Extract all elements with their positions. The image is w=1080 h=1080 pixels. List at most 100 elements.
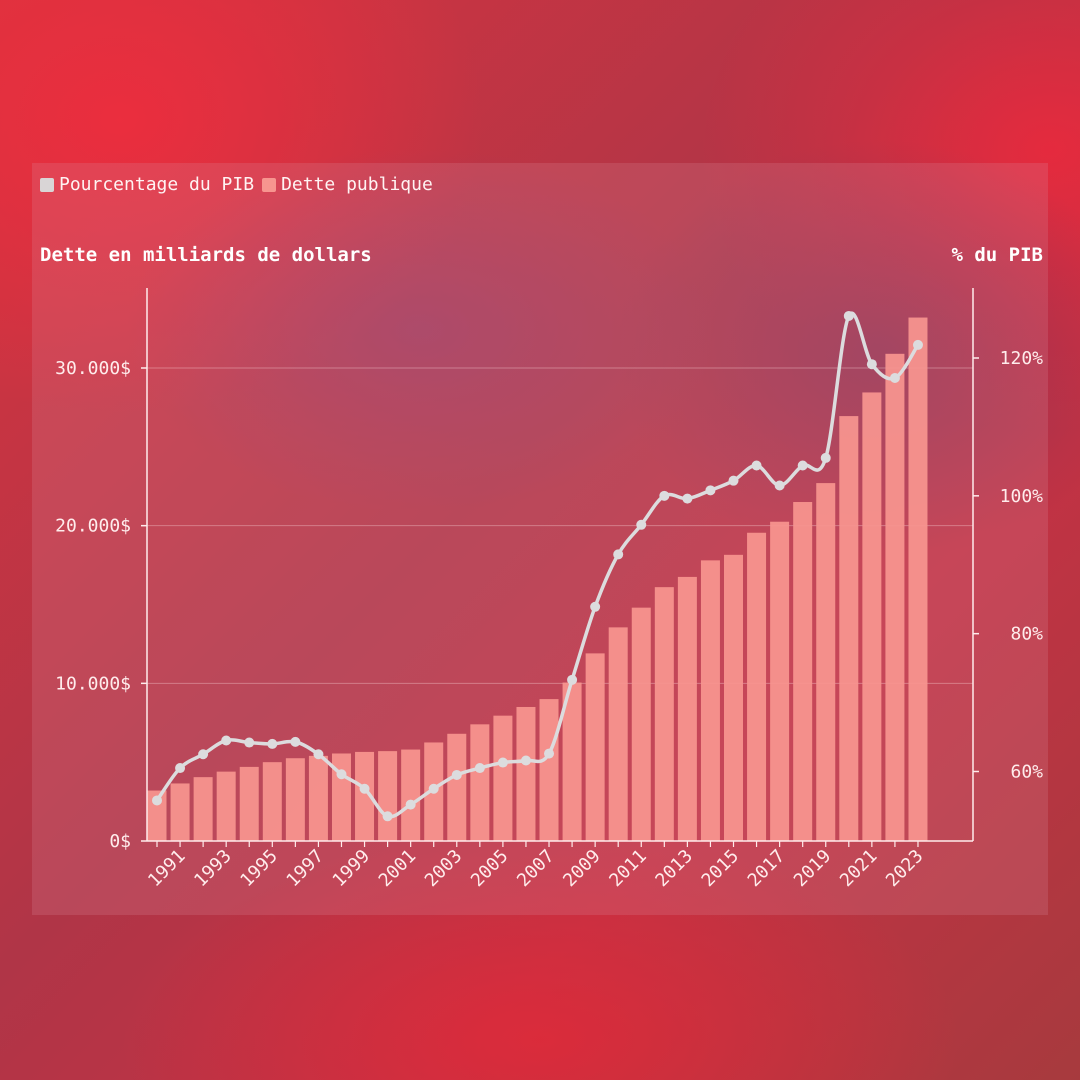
bar-2009 bbox=[585, 653, 605, 841]
bar-2000 bbox=[378, 751, 398, 841]
bar-2011 bbox=[631, 607, 651, 841]
bar-1995 bbox=[262, 762, 282, 841]
pct-pib-point-1999 bbox=[359, 783, 370, 794]
pct-pib-point-1994 bbox=[244, 737, 255, 748]
pct-pib-point-2014 bbox=[705, 485, 716, 496]
x-tick-label-2023: 2023 bbox=[882, 846, 928, 892]
pct-pib-point-1991 bbox=[175, 763, 186, 774]
y-left-axis-title: Dette en milliards de dollars bbox=[40, 244, 372, 266]
pct-pib-point-2009 bbox=[590, 601, 601, 612]
pct-pib-point-2017 bbox=[774, 480, 785, 491]
bar-2016 bbox=[747, 532, 767, 841]
x-tick-label-2015: 2015 bbox=[698, 846, 744, 892]
pct-pib-point-2006 bbox=[520, 755, 531, 766]
y-right-tick-label: 80% bbox=[1010, 624, 1043, 645]
bar-2007 bbox=[539, 699, 559, 841]
bar-2013 bbox=[677, 576, 697, 841]
pct-pib-point-2023 bbox=[912, 339, 923, 350]
y-right-tick-label: 100% bbox=[1000, 486, 1044, 507]
bar-2020 bbox=[839, 416, 859, 841]
bar-1991 bbox=[170, 783, 190, 841]
pct-pib-point-2008 bbox=[567, 674, 578, 685]
y-right-tick-label: 120% bbox=[1000, 348, 1044, 369]
bar-2001 bbox=[401, 749, 421, 841]
pct-pib-point-2018 bbox=[797, 460, 808, 471]
bar-1994 bbox=[239, 766, 259, 841]
x-tick-label-1997: 1997 bbox=[282, 846, 328, 892]
y-left-tick-label: 0$ bbox=[109, 831, 131, 852]
legend-swatch-line bbox=[40, 177, 54, 192]
y-right-tick-label: 60% bbox=[1010, 762, 1043, 783]
pct-pib-point-2020 bbox=[843, 310, 854, 321]
legend: Pourcentage du PIB Dette publique bbox=[40, 174, 441, 195]
bar-2014 bbox=[700, 560, 720, 841]
x-tick-label-2009: 2009 bbox=[559, 846, 605, 892]
pct-pib-point-1995 bbox=[267, 738, 278, 749]
bar-2003 bbox=[447, 733, 467, 841]
x-tick-label-1991: 1991 bbox=[144, 846, 190, 892]
pct-pib-point-2013 bbox=[682, 493, 693, 504]
pct-pib-point-2001 bbox=[405, 799, 416, 810]
pct-pib-point-2002 bbox=[428, 783, 439, 794]
y-left-tick-label: 20.000$ bbox=[55, 516, 131, 537]
pct-pib-point-1998 bbox=[336, 769, 347, 780]
bar-2021 bbox=[862, 392, 882, 841]
pct-pib-point-2022 bbox=[889, 372, 900, 383]
x-tick-label-1995: 1995 bbox=[236, 846, 282, 892]
legend-label: Dette publique bbox=[281, 174, 433, 195]
x-tick-label-1999: 1999 bbox=[329, 846, 375, 892]
x-tick-label-1993: 1993 bbox=[190, 846, 236, 892]
bar-2004 bbox=[470, 724, 490, 841]
bar-1997 bbox=[308, 755, 328, 841]
bar-2015 bbox=[724, 554, 743, 841]
y-left-tick-label: 30.000$ bbox=[55, 358, 131, 379]
pct-pib-point-2010 bbox=[613, 549, 624, 560]
bar-1992 bbox=[193, 777, 213, 841]
pct-pib-point-2003 bbox=[451, 769, 462, 780]
bar-1999 bbox=[355, 751, 375, 841]
x-tick-label-2021: 2021 bbox=[836, 846, 882, 892]
legend-item-pourcentage-pib[interactable]: Pourcentage du PIB bbox=[40, 174, 254, 195]
bar-2018 bbox=[793, 502, 813, 841]
bar-2022 bbox=[885, 353, 905, 841]
pct-pib-point-1992 bbox=[198, 749, 209, 760]
pct-pib-point-2011 bbox=[636, 519, 647, 530]
pct-pib-point-2015 bbox=[728, 475, 739, 486]
pct-pib-point-2012 bbox=[659, 490, 670, 501]
pct-pib-point-1996 bbox=[290, 736, 301, 747]
x-tick-label-2011: 2011 bbox=[605, 846, 651, 892]
bar-2023 bbox=[908, 317, 928, 842]
x-tick-label-2003: 2003 bbox=[421, 846, 467, 892]
bar-2010 bbox=[608, 627, 628, 841]
y-left-tick-label: 10.000$ bbox=[55, 673, 131, 694]
pct-pib-point-2019 bbox=[820, 452, 831, 463]
bar-1996 bbox=[285, 758, 305, 841]
bar-2008 bbox=[562, 682, 582, 841]
x-tick-label-2005: 2005 bbox=[467, 846, 513, 892]
legend-swatch-bar bbox=[262, 177, 277, 192]
pct-pib-point-2000 bbox=[382, 811, 393, 822]
pct-pib-point-2016 bbox=[751, 460, 762, 471]
x-tick-label-2019: 2019 bbox=[790, 846, 836, 892]
x-tick-label-2013: 2013 bbox=[651, 846, 697, 892]
x-tick-label-2007: 2007 bbox=[513, 846, 559, 892]
pct-pib-point-2021 bbox=[866, 359, 877, 370]
y-right-axis-title: % du PIB bbox=[951, 244, 1043, 266]
bar-2006 bbox=[516, 706, 536, 841]
legend-label: Pourcentage du PIB bbox=[59, 174, 255, 195]
bar-2012 bbox=[654, 587, 674, 841]
x-tick-label-2017: 2017 bbox=[744, 846, 790, 892]
bar-2017 bbox=[770, 521, 790, 841]
legend-item-dette-publique[interactable]: Dette publique bbox=[262, 174, 433, 195]
bar-2019 bbox=[816, 483, 836, 841]
pct-pib-point-2005 bbox=[497, 757, 508, 768]
bar-2005 bbox=[493, 715, 513, 841]
bar-1993 bbox=[216, 771, 236, 841]
pct-pib-point-2007 bbox=[544, 748, 555, 759]
bar-1990 bbox=[147, 790, 167, 841]
pct-pib-point-1990 bbox=[152, 795, 162, 806]
pct-pib-point-1993 bbox=[221, 735, 232, 746]
pct-pib-point-1997 bbox=[313, 749, 324, 760]
x-tick-label-2001: 2001 bbox=[375, 846, 421, 892]
